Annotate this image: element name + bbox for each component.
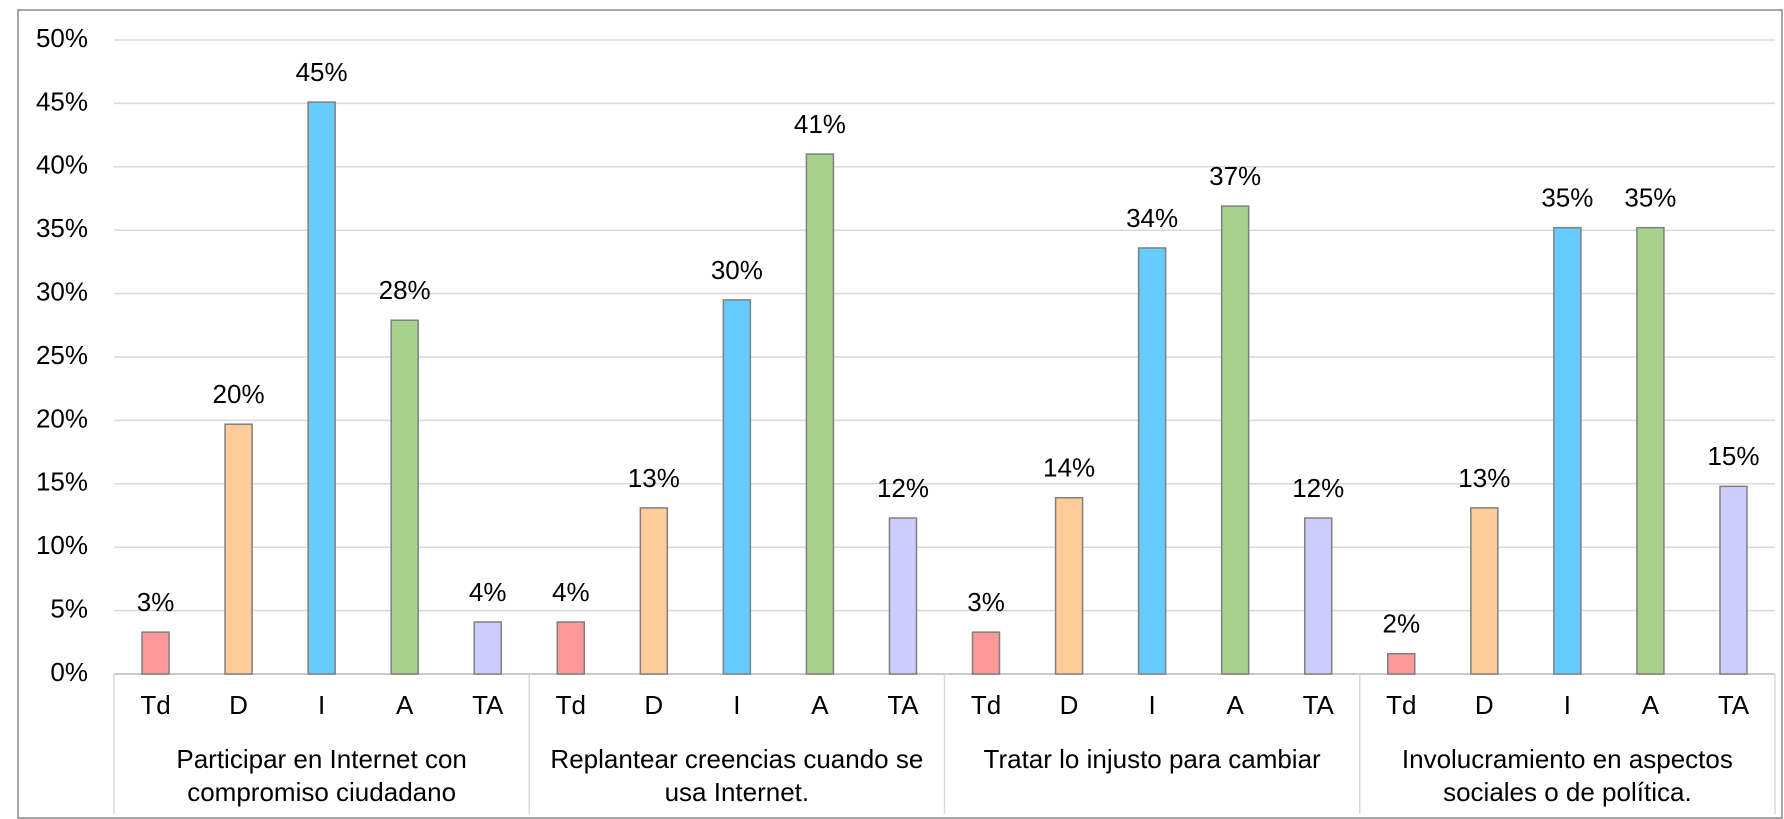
bar <box>473 621 502 675</box>
x-tick-label: TA <box>472 690 504 720</box>
bar <box>1387 652 1416 675</box>
data-label: 3% <box>967 587 1005 617</box>
bar <box>1303 517 1333 675</box>
bar <box>1054 496 1084 675</box>
bar <box>141 631 170 675</box>
data-label: 15% <box>1707 441 1759 471</box>
data-label: 41% <box>794 109 846 139</box>
data-label: 28% <box>379 275 431 305</box>
bar <box>639 507 669 675</box>
data-label: 12% <box>877 473 929 503</box>
bar <box>556 621 586 675</box>
bar <box>224 423 253 675</box>
x-tick-label: A <box>1642 690 1660 720</box>
bar <box>1220 205 1250 675</box>
y-tick-label: 30% <box>36 276 88 306</box>
group-label: Involucramiento en aspectos sociales o d… <box>1401 744 1733 807</box>
y-tick-label: 5% <box>50 593 88 623</box>
data-label: 37% <box>1209 161 1261 191</box>
x-tick-label: I <box>1149 690 1156 720</box>
y-tick-label: 25% <box>36 340 88 370</box>
chart-border <box>17 9 1783 819</box>
data-label: 14% <box>1043 453 1095 483</box>
y-tick-label: 35% <box>36 213 88 243</box>
x-tick-label: D <box>644 690 663 720</box>
x-tick-label: TA <box>1303 690 1335 720</box>
data-label: 30% <box>711 255 763 285</box>
group-label: Replantear creencias cuando se usa Inter… <box>550 744 924 807</box>
y-tick-label: 15% <box>36 467 88 497</box>
x-tick-label: D <box>1475 690 1494 720</box>
data-label: 34% <box>1126 203 1178 233</box>
x-tick-label: TA <box>1718 690 1750 720</box>
data-label: 45% <box>296 57 348 87</box>
x-tick-label: Td <box>140 690 170 720</box>
bar <box>722 299 752 675</box>
bar <box>390 319 419 675</box>
data-label: 35% <box>1541 183 1593 213</box>
x-tick-label: I <box>1564 690 1571 720</box>
x-tick-label: D <box>1060 690 1079 720</box>
data-label: 3% <box>137 587 175 617</box>
y-tick-label: 20% <box>36 403 88 433</box>
y-tick-label: 45% <box>36 86 88 116</box>
bar <box>1553 226 1582 675</box>
x-tick-label: D <box>229 690 248 720</box>
bar <box>1137 247 1167 675</box>
data-label: 13% <box>1458 463 1510 493</box>
y-tick-label: 40% <box>36 150 88 180</box>
y-tick-label: 50% <box>36 23 88 53</box>
x-tick-label: A <box>1227 690 1245 720</box>
x-tick-label: Td <box>556 690 586 720</box>
x-tick-label: I <box>733 690 740 720</box>
data-label: 35% <box>1624 183 1676 213</box>
x-tick-label: Td <box>1386 690 1416 720</box>
x-tick-label: I <box>318 690 325 720</box>
data-label: 4% <box>552 577 590 607</box>
bar <box>1636 226 1665 675</box>
bar <box>888 517 918 675</box>
group-label: Participar en Internet con compromiso ci… <box>176 744 467 807</box>
data-label: 4% <box>469 577 507 607</box>
bar <box>805 153 835 675</box>
data-label: 13% <box>628 463 680 493</box>
data-label: 2% <box>1382 609 1420 639</box>
data-label: 12% <box>1292 473 1344 503</box>
y-tick-label: 10% <box>36 530 88 560</box>
bar <box>1470 507 1499 675</box>
x-tick-label: A <box>811 690 829 720</box>
bar <box>1719 485 1748 675</box>
y-tick-label: 0% <box>50 657 88 687</box>
x-tick-label: A <box>396 690 414 720</box>
x-tick-label: TA <box>887 690 919 720</box>
bar <box>971 631 1001 675</box>
bar <box>307 101 336 675</box>
x-tick-label: Td <box>971 690 1001 720</box>
group-label: Tratar lo injusto para cambiar <box>983 744 1321 774</box>
data-label: 20% <box>213 379 265 409</box>
